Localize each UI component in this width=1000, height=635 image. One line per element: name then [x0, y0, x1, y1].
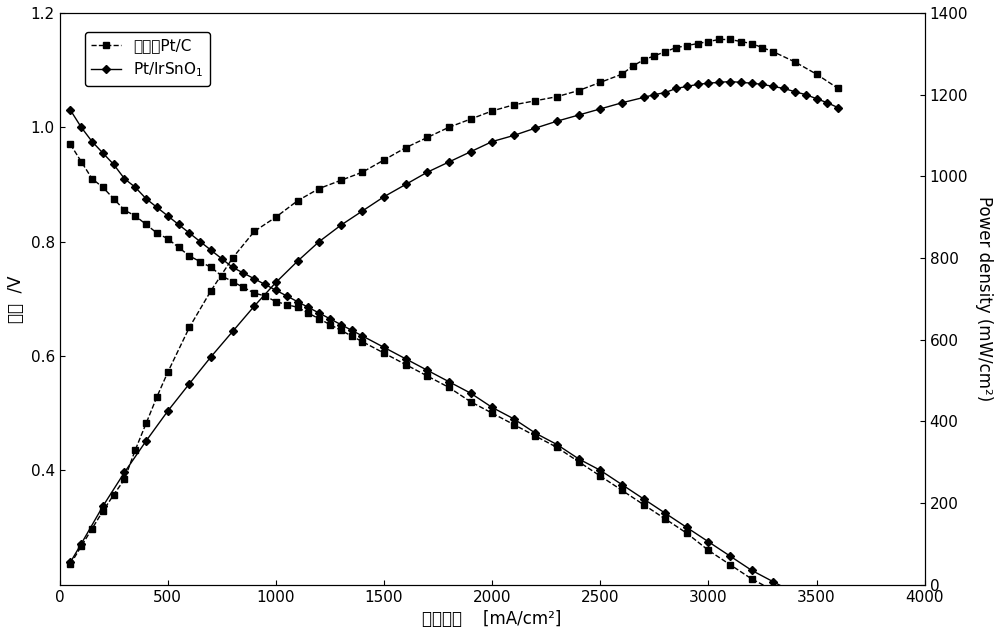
Y-axis label: Power density (mW/cm²): Power density (mW/cm²) [975, 196, 993, 401]
Y-axis label: 电压  /V: 电压 /V [7, 275, 25, 323]
Legend: 商业化Pt/C, Pt/IrSnO$_{1}$: 商业化Pt/C, Pt/IrSnO$_{1}$ [85, 32, 210, 86]
X-axis label: 电流密度    [mA/cm²]: 电流密度 [mA/cm²] [422, 610, 562, 628]
